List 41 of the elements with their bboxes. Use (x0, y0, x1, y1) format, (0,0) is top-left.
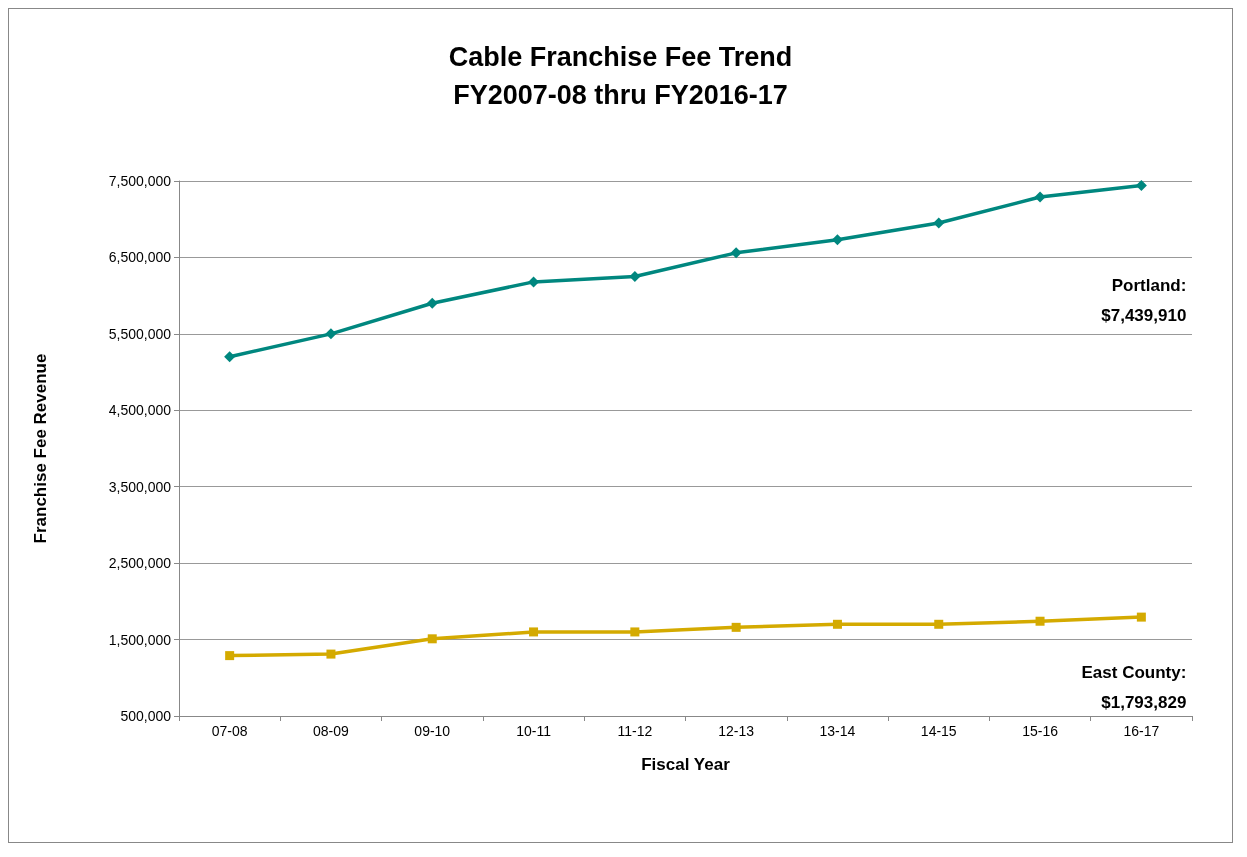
point (831, 234, 843, 246)
y-axis-title: Franchise Fee Revenue (31, 353, 50, 544)
chart-title: Cable Franchise Fee Trend FY2007-08 thru FY2016-17 (448, 42, 793, 110)
x-tick-label: 12-13 (718, 723, 755, 739)
annotation: Portland: $7,439,910 (1101, 276, 1187, 326)
point (326, 649, 336, 659)
y-tick-label: 2,500,000 (108, 555, 172, 572)
annotation: East County: $1,793,829 (1081, 662, 1187, 712)
point (731, 622, 741, 632)
point (630, 627, 640, 637)
y-tick-label: 3,500,000 (108, 478, 172, 495)
x-tick-label: 14-15 (920, 723, 957, 739)
x-tick-label: 11-12 (617, 723, 653, 739)
x-tick-label: 15-16 (1022, 723, 1059, 739)
point (529, 627, 539, 637)
point (224, 351, 236, 363)
x-tick-label: 07-08 (211, 723, 248, 739)
x-axis-title: Fiscal Year (641, 755, 731, 774)
point (426, 297, 438, 309)
point (325, 328, 337, 340)
point (427, 634, 437, 644)
point (1035, 616, 1045, 626)
point (730, 247, 742, 259)
point (934, 619, 944, 629)
point (832, 619, 842, 629)
y-tick-label: 4,500,000 (108, 402, 172, 419)
x-tick-label: 08-09 (313, 723, 350, 739)
y-tick-label: 500,000 (120, 708, 172, 724)
point (1034, 191, 1046, 203)
x-tick-label: 13-14 (819, 723, 856, 739)
x-tick-label: 10-11 (516, 723, 552, 739)
point (225, 651, 235, 661)
y-tick-label: 5,500,000 (108, 325, 172, 342)
point (1135, 180, 1147, 192)
y-tick-label: 6,500,000 (108, 249, 172, 266)
y-tick-label: 1,500,000 (108, 631, 172, 648)
point (1136, 612, 1146, 622)
x-tick-label: 09-10 (414, 723, 451, 739)
y-tick-label: 7,500,000 (108, 173, 172, 189)
point (933, 217, 945, 229)
x-tick-label: 16-17 (1123, 723, 1160, 739)
